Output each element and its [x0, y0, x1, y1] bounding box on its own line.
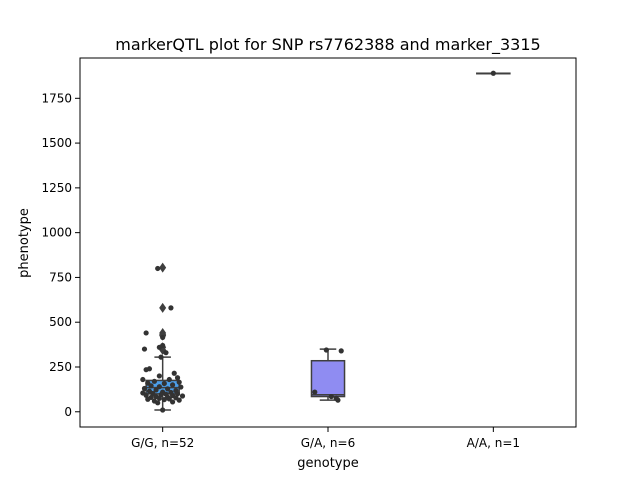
data-point: [156, 344, 162, 350]
data-point: [490, 70, 496, 76]
data-point: [155, 400, 161, 406]
data-point: [156, 395, 162, 401]
data-point: [179, 393, 186, 399]
data-point: [166, 376, 172, 383]
y-tick-label: 750: [49, 270, 72, 284]
data-point: [171, 370, 177, 376]
data-point: [323, 347, 329, 353]
y-tick-label: 1250: [41, 181, 72, 195]
x-tick-label: G/A, n=6: [301, 436, 355, 450]
data-point: [141, 385, 148, 392]
data-point: [160, 407, 166, 413]
y-tick-label: 250: [49, 360, 72, 374]
data-point: [140, 376, 146, 383]
chart-title: markerQTL plot for SNP rs7762388 and mar…: [115, 35, 540, 55]
data-point: [312, 389, 318, 395]
data-point: [143, 330, 149, 336]
data-point: [143, 367, 149, 373]
data-point: [174, 375, 181, 381]
plot-frame: [79, 57, 577, 428]
y-tick-label: 1750: [41, 91, 72, 105]
data-point: [151, 378, 157, 384]
data-point: [156, 384, 162, 390]
data-point: [165, 386, 171, 392]
data-point: [169, 399, 176, 405]
data-point: [141, 346, 148, 352]
box: [310, 359, 346, 398]
data-point: [158, 354, 164, 360]
data-point: [143, 392, 149, 398]
x-tick-label: G/G, n=52: [131, 436, 194, 450]
data-point: [176, 379, 182, 385]
data-point: [156, 373, 162, 379]
data-point: [163, 350, 169, 356]
outlier-marker: [159, 262, 167, 273]
plot-area: 0 250 500 750 1000 1250 1500 1750 G/G, n=52 G/A, …: [41, 57, 577, 450]
y-tick-label: 1000: [41, 226, 72, 240]
y-tick-label: 1500: [41, 136, 72, 150]
data-point: [328, 393, 334, 400]
x-axis-label: genotype: [297, 456, 358, 471]
data-point: [153, 387, 159, 393]
data-point: [145, 396, 151, 402]
data-point: [168, 305, 174, 311]
y-tick-label: 0: [64, 405, 72, 419]
data-point: [178, 384, 184, 390]
data-point: [335, 397, 341, 403]
data-point: [161, 380, 167, 387]
data-point: [148, 383, 154, 389]
data-point: [166, 396, 172, 402]
data-point: [176, 397, 182, 403]
data-point: [174, 391, 181, 397]
data-point: [169, 382, 176, 388]
data-point: [160, 334, 166, 341]
y-tick-label: 500: [49, 315, 72, 329]
outlier-marker: [159, 302, 167, 313]
data-point: [155, 265, 161, 272]
x-tick-label: A/A, n=1: [467, 436, 520, 450]
data-point: [150, 390, 156, 397]
data-point: [161, 396, 167, 403]
y-axis-label: phenotype: [17, 208, 32, 278]
data-point: [338, 348, 344, 354]
